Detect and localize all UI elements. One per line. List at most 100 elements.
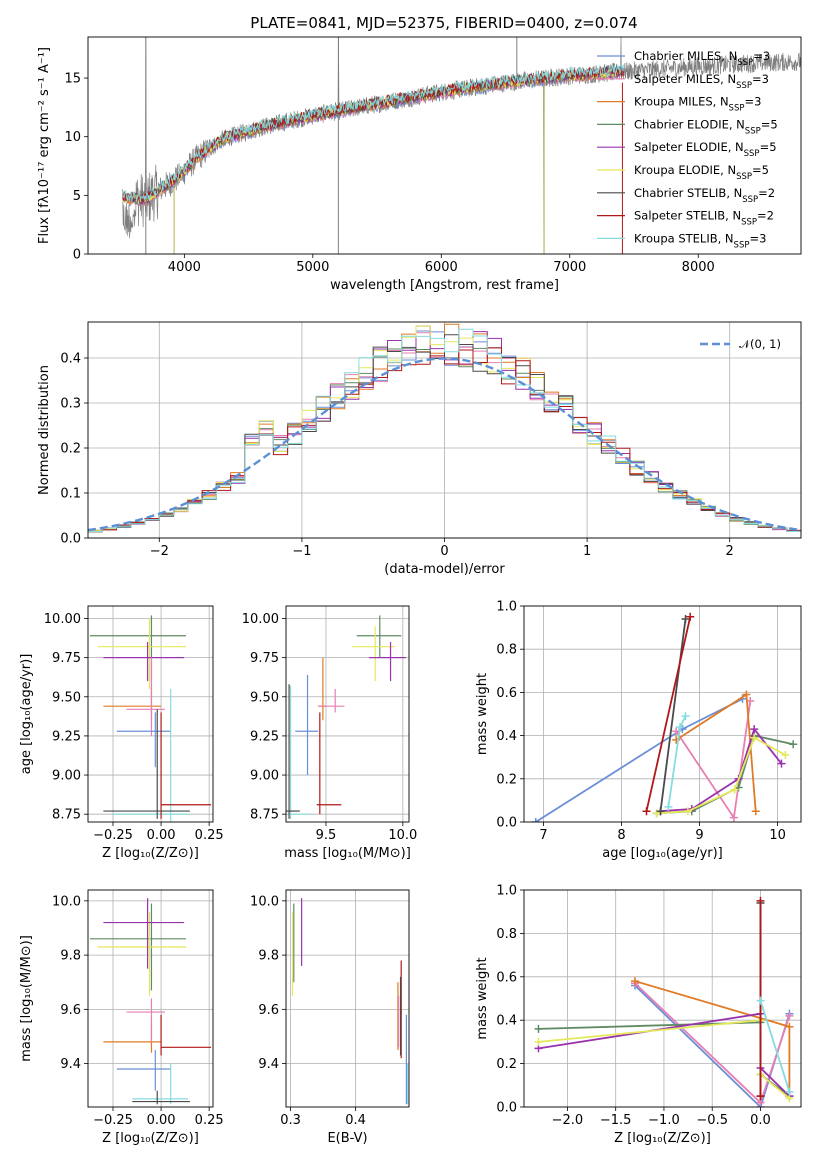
y-tick-label: 0: [73, 248, 81, 263]
legend-label: Salpeter STELIB, NSSP=2: [634, 209, 774, 228]
y-tick-label: 10.0: [52, 894, 81, 909]
legend-label: Chabrier MILES, NSSP=3: [634, 49, 770, 68]
series-salp_stelib: [645, 616, 692, 812]
model-krou_elodie: [122, 66, 625, 204]
legend-tail: =2: [758, 186, 775, 200]
legend-tail: =5: [760, 140, 777, 154]
x-tick-label: 8000: [682, 260, 715, 275]
marker-plus: [781, 751, 790, 760]
marker-plus: [729, 813, 738, 822]
y-axis-label: mass weight: [475, 957, 490, 1039]
hist-krou_stelib: [88, 328, 801, 532]
legend-tail: =3: [752, 72, 769, 86]
y-tick-label: 9.75: [250, 651, 279, 666]
legend-label: Salpeter ELODIE, NSSP=5: [634, 140, 777, 159]
marker-plus: [750, 725, 759, 734]
mass_vs_ebv-axes: [282, 890, 409, 1111]
x-tick-label: 0.3: [280, 1113, 301, 1128]
legend-sub: SSP: [744, 149, 760, 159]
y-tick-label: 0.2: [60, 442, 81, 457]
marker-plus: [789, 740, 798, 749]
age_vs_mass-axes: [282, 606, 409, 826]
x-tick-label: 5000: [296, 260, 329, 275]
marker-plus: [756, 1092, 765, 1101]
axes-frame: [87, 605, 214, 823]
x-tick-label: −1.0: [648, 1113, 680, 1128]
model-salp_stelib: [122, 66, 625, 203]
x-tick-label: −0.5: [696, 1113, 728, 1128]
legend-tail: =3: [744, 95, 761, 109]
figure-title: PLATE=0841, MJD=52375, FIBERID=0400, z=0…: [250, 14, 637, 32]
x-tick-label: −2.0: [552, 1113, 584, 1128]
x-tick-label: 0.25: [195, 1113, 224, 1128]
age_vs_Z-axes: [84, 606, 213, 826]
y-tick-label: 0.6: [496, 970, 517, 985]
model-krou_stelib: [122, 64, 625, 203]
x-tick-label: 0.0: [750, 1113, 771, 1128]
legend-sub: SSP: [742, 195, 758, 205]
x-tick-label: −0.25: [93, 828, 133, 843]
legend-sub: SSP: [729, 104, 745, 114]
spectrum-axes: [84, 77, 699, 258]
legend-label: Salpeter MILES, NSSP=3: [634, 72, 769, 91]
marker-plus: [676, 722, 685, 731]
x-axis-label: age [log₁₀(age/yr)]: [602, 846, 723, 861]
x-tick-label: 10.0: [388, 828, 417, 843]
y-tick-label: 8.75: [52, 808, 81, 823]
x-axis-label: Z [log₁₀(Z/Z⊙)]: [102, 1131, 199, 1146]
marker-plus: [785, 1022, 794, 1031]
legend-label: Kroupa ELODIE, NSSP=5: [634, 163, 769, 182]
age_vs_Z-points: [89, 615, 212, 822]
y-axis-label: mass weight: [475, 673, 490, 755]
marker-plus: [531, 818, 540, 822]
legend-tail: =5: [752, 163, 769, 177]
y-tick-label: 10.00: [44, 612, 81, 627]
mass_vs_Z-axes: [84, 890, 213, 1111]
legend-sub: SSP: [734, 240, 750, 250]
y-tick-label: 9.00: [250, 769, 279, 784]
model-chab_miles: [122, 68, 624, 208]
legend-tail: =3: [753, 49, 770, 63]
x-tick-label: −2: [150, 544, 169, 559]
axes-frame: [87, 889, 214, 1108]
x-tick-label: 0.00: [147, 1113, 176, 1128]
x-axis-label: Z [log₁₀(Z/Z⊙)]: [614, 1131, 711, 1146]
x-tick-label: 10: [769, 828, 786, 843]
x-tick-label: 9: [695, 828, 703, 843]
marker-plus: [742, 690, 751, 699]
marker-plus: [656, 807, 665, 816]
y-tick-label: 15: [64, 72, 81, 87]
y-tick-label: 0.2: [496, 772, 517, 787]
marker-plus: [630, 977, 639, 986]
series-chab_stelib: [659, 618, 687, 812]
legend-sub: SSP: [741, 218, 757, 228]
y-axis-label: mass [log₁₀(M/M⊙)]: [19, 935, 34, 1062]
legend-sub: SSP: [737, 58, 753, 68]
legend-label: Kroupa STELIB, NSSP=3: [634, 231, 766, 250]
series-krou_stelib: [759, 1000, 791, 1093]
y-axis-label: Flux [fλ10⁻¹⁷ erg cm⁻² s⁻¹ A⁻¹]: [37, 47, 52, 244]
y-tick-label: 0.4: [496, 729, 517, 744]
x-axis-label: E(B-V): [327, 1131, 367, 1146]
legend-text: Salpeter ELODIE, N: [634, 140, 744, 154]
legend-label: Chabrier STELIB, NSSP=2: [634, 186, 775, 205]
y-tick-label: 10.0: [250, 894, 279, 909]
x-axis-label: (data-model)/error: [384, 562, 505, 577]
y-tick-label: 0.6: [496, 686, 517, 701]
x-tick-label: 7: [539, 828, 547, 843]
y-tick-label: 10.00: [242, 612, 279, 627]
legend-text: Chabrier ELODIE, N: [634, 117, 745, 131]
y-tick-label: 9.00: [52, 769, 81, 784]
spectrum-lines: [122, 37, 801, 254]
marker-plus: [642, 807, 651, 816]
y-tick-label: 0.8: [496, 643, 517, 658]
x-tick-label: 9.5: [316, 828, 337, 843]
marker-plus: [751, 807, 760, 816]
legend-tail: =5: [761, 117, 778, 131]
y-tick-label: 0.1: [60, 487, 81, 502]
x-axis-label: mass [log₁₀(M/M⊙)]: [284, 846, 411, 861]
marker-plus: [785, 1087, 794, 1096]
marker-plus: [777, 759, 786, 768]
legend-text: Chabrier MILES, N: [634, 49, 737, 63]
